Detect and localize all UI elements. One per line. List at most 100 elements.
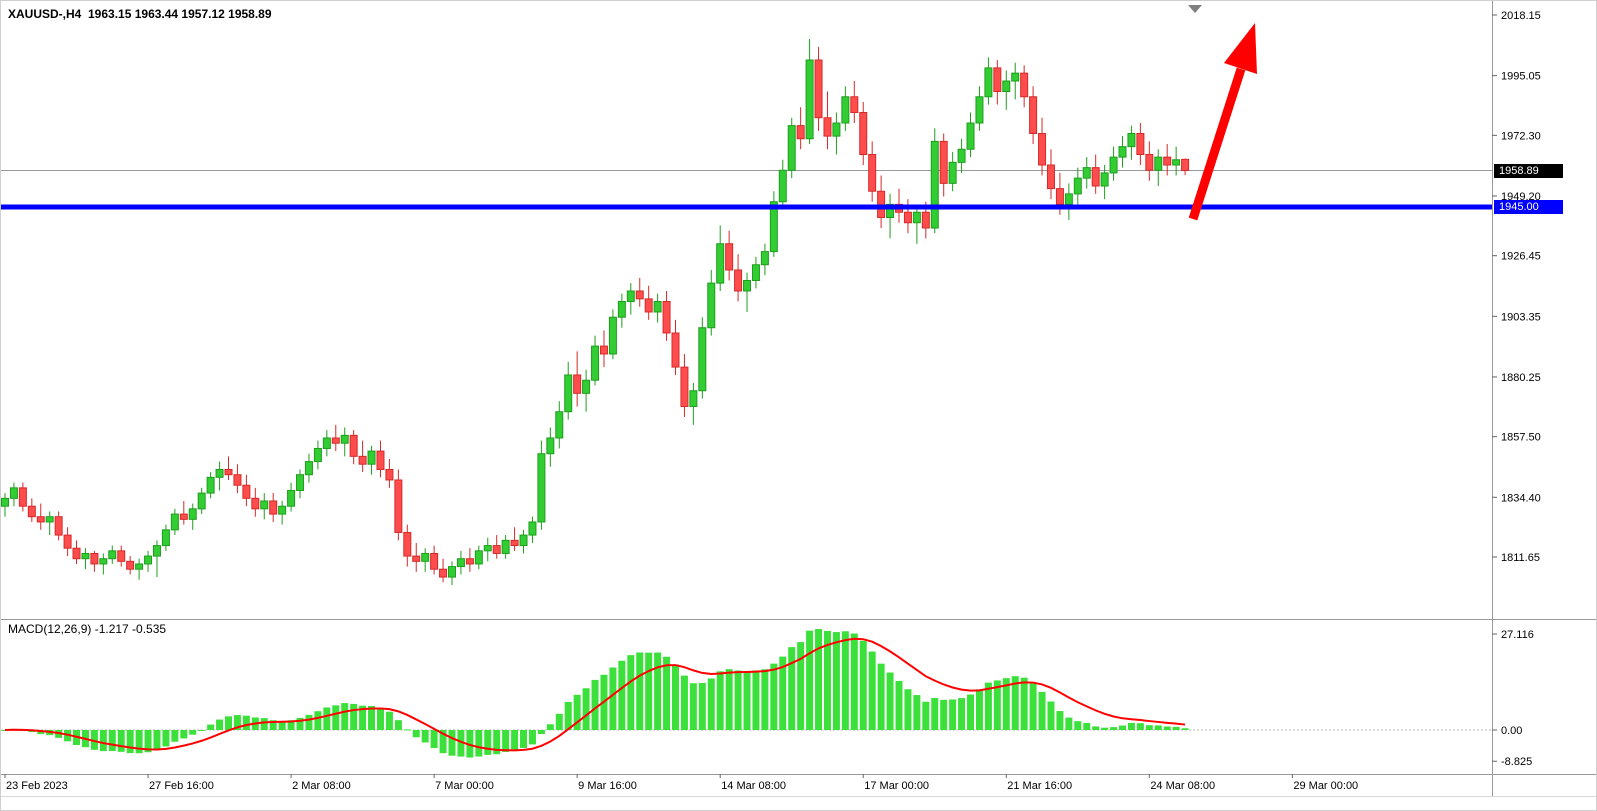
candle-body [626, 290, 635, 302]
candle-body [18, 487, 27, 507]
macd-bar [1047, 701, 1055, 730]
macd-bar [1172, 726, 1180, 730]
candle-body [877, 190, 886, 218]
time-axis-label: 21 Mar 16:00 [1007, 780, 1072, 792]
candle-body [197, 492, 206, 510]
candle-body [975, 96, 984, 124]
macd-bar [171, 730, 179, 742]
candle-body [1073, 177, 1082, 195]
macd-bar [126, 730, 134, 754]
macd-bar [1038, 691, 1046, 730]
candle-body [367, 450, 376, 465]
candle-body [215, 468, 224, 478]
macd-bar [716, 671, 724, 730]
candle-body [716, 243, 725, 284]
macd-bar [323, 707, 331, 730]
candle-body [296, 474, 305, 491]
candle-body [751, 264, 760, 281]
macd-bar [1029, 683, 1037, 730]
candle-body [322, 437, 331, 449]
macd-bar [537, 730, 545, 735]
macd-bar [394, 720, 402, 730]
candle-body [1002, 80, 1011, 93]
candle-body [725, 243, 734, 271]
candle-body [474, 550, 483, 565]
scroll-position-marker[interactable] [1188, 5, 1202, 13]
candle-body [430, 552, 439, 570]
candle-body [546, 437, 555, 455]
macd-bar [573, 694, 581, 730]
candle-body [662, 300, 671, 334]
macd-bar [341, 703, 349, 730]
candle-body [1154, 156, 1163, 171]
candle-body [313, 447, 322, 463]
candle-body [99, 558, 108, 565]
candle-body [760, 251, 769, 266]
macd-bar [278, 721, 286, 730]
candle-body [537, 453, 546, 523]
candle-body [251, 497, 260, 510]
trend-arrow-head [1224, 23, 1257, 74]
macd-bar [1056, 711, 1064, 730]
time-axis-label: 7 Mar 00:00 [435, 780, 494, 792]
candle-body [287, 489, 296, 507]
macd-bar [993, 680, 1001, 730]
candle-body [1100, 172, 1109, 187]
candle-body [635, 290, 644, 300]
macd-bar [90, 730, 98, 750]
macd-bar [144, 730, 152, 753]
candle-body [769, 201, 778, 253]
candle-body [54, 516, 63, 536]
trend-arrow[interactable] [1188, 23, 1257, 221]
macd-bar [725, 669, 733, 730]
macd-bar [868, 651, 876, 730]
candle-body [680, 366, 689, 407]
candle-body [921, 211, 930, 229]
macd-bar [1, 730, 9, 731]
macd-bar [618, 660, 626, 730]
macd-bar [421, 730, 429, 743]
macd-bar [743, 671, 751, 730]
macd-bar [359, 705, 367, 730]
candle-body [1145, 154, 1154, 171]
price-axis-label: 1857.50 [1501, 432, 1541, 444]
macd-indicator-label: MACD(12,26,9) -1.217 -0.535 [8, 622, 167, 636]
price-axis-label: 1834.40 [1501, 492, 1541, 504]
macd-bar [430, 730, 438, 749]
candle-body [448, 566, 456, 578]
price-axis-labels: 2018.15 1995.05 1972.30 1949.20 1926.45 1903.… [1492, 10, 1541, 564]
macd-bar [1110, 727, 1118, 730]
macd-bar [841, 631, 849, 730]
macd-bar [162, 730, 170, 747]
candles-layer [1, 39, 1190, 585]
candle-body [608, 316, 617, 355]
candle-body [984, 67, 993, 98]
candle-body [814, 59, 823, 119]
candle-body [483, 545, 492, 552]
macd-bar [815, 629, 823, 730]
macd-bar [850, 633, 858, 730]
macd-bar [189, 730, 197, 735]
candle-body [957, 148, 966, 163]
time-axis-label: 9 Mar 16:00 [578, 780, 637, 792]
price-axis-label: 1926.45 [1501, 251, 1541, 263]
candle-body [161, 529, 170, 547]
candle-body [135, 563, 144, 570]
candle-body [340, 434, 349, 444]
macd-bar [770, 663, 778, 730]
candle-body [1127, 133, 1136, 148]
macd-axis-label: 0.00 [1501, 725, 1522, 737]
macd-bar [314, 711, 322, 730]
macd-bar [385, 711, 393, 730]
candle-body [582, 379, 591, 394]
candle-body [501, 539, 510, 554]
macd-histogram [1, 629, 1492, 758]
price-axis-label: 1903.35 [1501, 311, 1541, 323]
candle-body [832, 122, 841, 137]
macd-bar [484, 730, 492, 755]
candle-body [242, 484, 251, 499]
support-horizontal-line[interactable] [1, 204, 1492, 210]
macd-bar [975, 689, 983, 730]
